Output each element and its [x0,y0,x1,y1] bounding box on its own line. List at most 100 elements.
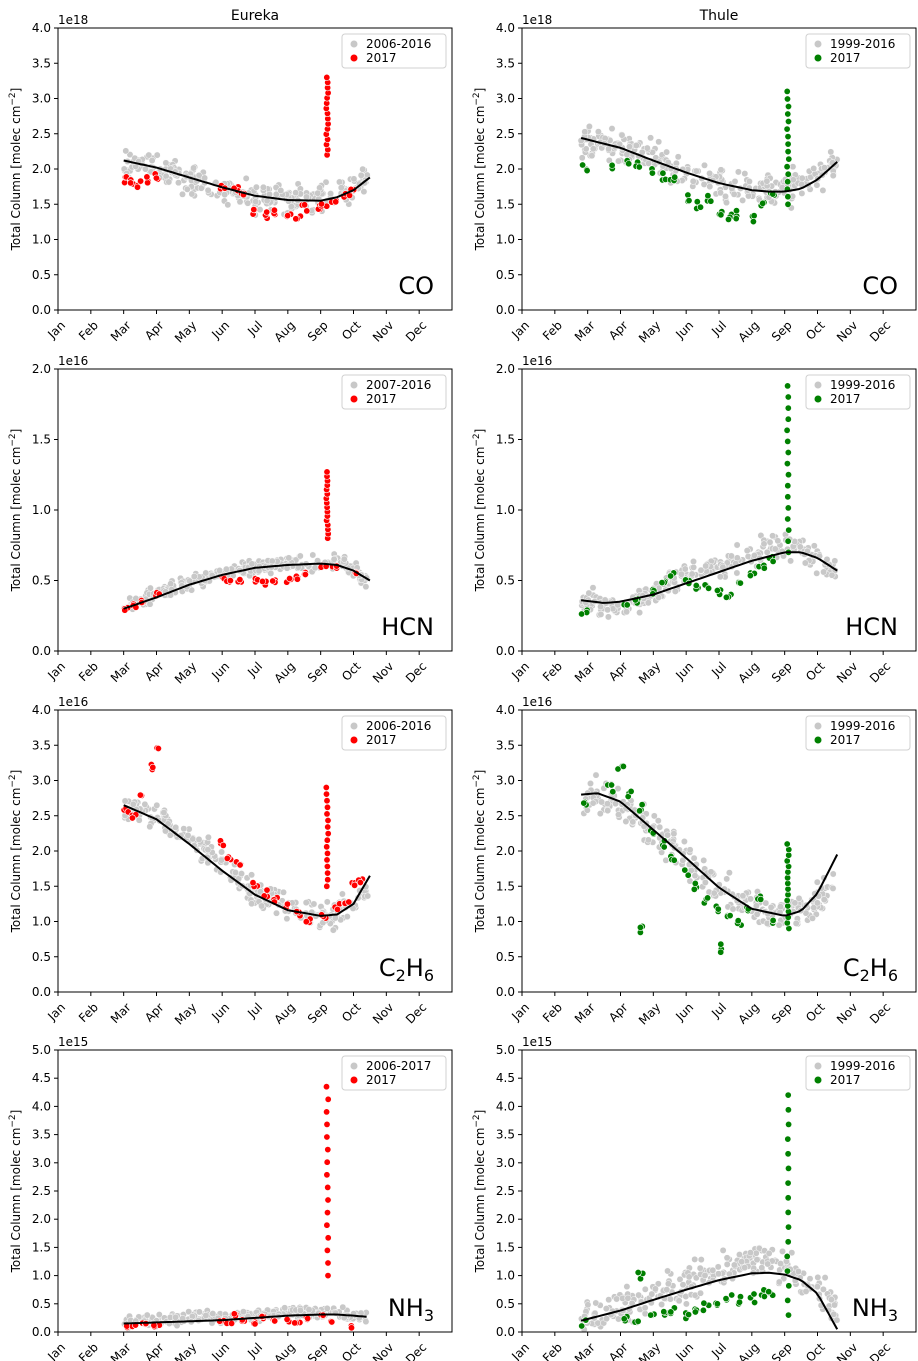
point-2017 [667,1308,675,1316]
y-tick-label: 1.5 [496,433,515,447]
climatology-point [774,537,782,545]
point-2017 [625,160,633,168]
x-tick-label: Jan [508,1340,532,1361]
y-tick-label: 5.0 [32,1043,51,1057]
y-tick-label: 0.0 [496,644,515,658]
climatology-point [663,148,671,156]
y-tick-label: 1.0 [496,233,515,247]
point-2017 [286,574,294,582]
legend-label: 2017 [830,51,861,65]
climatology-point [714,1263,722,1271]
point-2017 [251,1320,259,1328]
spike-point-2017 [784,393,792,401]
climatology-point [798,189,806,197]
axis-offset: 1e16 [522,354,552,368]
y-tick-label: 2.5 [32,1184,51,1198]
spike-point-2017 [324,1146,332,1154]
x-tick-label: Feb [540,1340,565,1361]
climatology-point [259,183,267,191]
point-2017 [660,843,668,851]
legend-box [341,374,447,410]
legend-marker-climatology [350,40,358,48]
point-2017 [751,1299,759,1307]
x-tick-label: Mar [108,1000,134,1026]
y-tick-label: 1.5 [496,879,515,893]
x-tick-label: Mar [108,318,134,344]
x-tick-label: Feb [540,318,565,343]
point-2017 [693,198,701,206]
climatology-point [706,169,714,177]
point-2017 [356,878,364,886]
point-2017 [684,191,692,199]
x-tick-label: Apr [606,1000,631,1025]
y-axis-label: Total Column [molec cm−2] [8,1110,23,1274]
x-tick-label: Feb [76,318,101,343]
climatology-point [681,565,689,573]
point-2017 [137,177,145,185]
spike-point-2017 [323,1246,331,1254]
point-2017 [734,917,742,925]
spike-point-2017 [784,482,792,490]
panel-eureka-hcn: 0.0 0.5 1.0 1.5 2.0 Jan Feb Mar Apr May Jun Jul Aug S… [8,354,453,687]
climatology-point [743,547,751,555]
climatology-point [733,541,741,549]
climatology-point [644,836,652,844]
x-tick-label: Apr [606,1340,631,1361]
climatology-point [644,599,652,607]
y-tick-label: 0.5 [32,950,51,964]
climatology-point [706,183,714,191]
y-tick-label: 0.0 [496,303,515,317]
spike-point-2017 [785,155,793,163]
spike-point-2017 [784,148,792,156]
climatology-point [248,900,256,908]
point-2017 [228,1319,236,1327]
spike-point-2017 [784,404,792,412]
climatology-point [623,608,631,616]
climatology-point [819,186,827,194]
point-2017 [685,1311,693,1319]
climatology-point [578,154,586,162]
climatology-point [204,186,212,194]
x-tick-label: Jun [208,318,232,342]
x-tick-label: Sep [769,1000,795,1026]
climatology-point [794,1268,802,1275]
y-tick-label: 1.0 [496,1269,515,1283]
panel-thule-hcn: 0.0 0.5 1.0 1.5 2.0 Jan Feb Mar Apr May Jun Jul Aug S… [472,354,917,687]
x-tick-label: Jul [244,1340,265,1361]
spike-point-2017 [324,1272,332,1280]
climatology-point [701,161,708,169]
point-2017 [681,866,689,874]
climatology-point [821,1274,829,1282]
y-tick-label: 1.0 [32,915,51,929]
point-2017 [271,1317,279,1325]
x-tick-label: Jul [708,318,729,339]
x-tick-label: Aug [271,1000,297,1026]
climatology-point [733,569,741,577]
spike-point-2017 [323,1133,331,1141]
climatology-point [689,177,697,185]
climatology-point [729,905,737,913]
axis-offset: 1e15 [58,1035,88,1049]
climatology-point [636,609,644,617]
x-tick-label: Sep [769,659,795,685]
spike-point-2017 [324,823,332,831]
point-2017 [263,208,271,216]
x-tick-label: Jun [208,1000,232,1024]
x-tick-label: Jul [708,1340,729,1361]
climatology-point [202,1312,210,1319]
point-2017 [684,871,692,879]
climatology-point [162,172,170,180]
axes-frame [521,1049,917,1333]
spike-point-2017 [323,468,331,476]
climatology-point [218,856,225,864]
climatology-point [830,1310,838,1318]
point-2017 [691,1308,699,1316]
climatology-point [775,921,783,929]
point-2017 [700,1299,708,1307]
climatology-point [239,1308,247,1316]
point-2017 [219,841,227,849]
climatology-point [162,159,170,167]
spike-point-2017 [783,163,791,171]
y-tick-label: 1.5 [32,1240,51,1254]
